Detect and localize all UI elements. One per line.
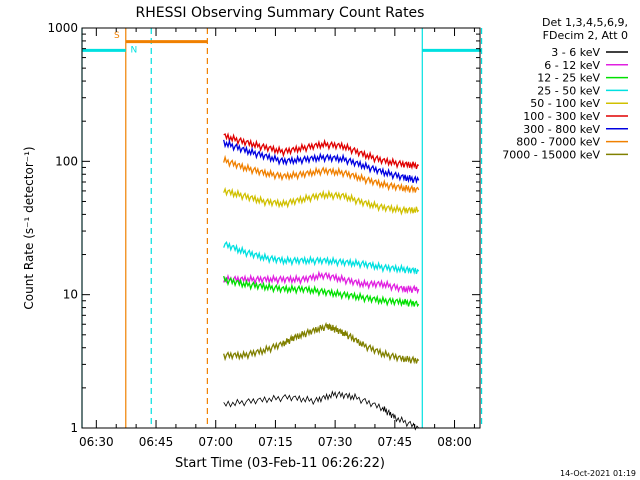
series-line-8 xyxy=(223,154,420,194)
series-line-4 xyxy=(223,240,420,275)
series-line-3 xyxy=(223,275,420,308)
legend-label: 800 - 7000 keV xyxy=(516,136,600,149)
legend-label: 3 - 6 keV xyxy=(551,46,600,59)
x-tick-label: 07:45 xyxy=(378,435,413,449)
y-tick-label: 10 xyxy=(63,288,78,302)
x-tick-label: 07:00 xyxy=(198,435,233,449)
x-tick-label: 07:30 xyxy=(318,435,353,449)
x-tick-label: 07:15 xyxy=(258,435,293,449)
x-tick-label: 08:00 xyxy=(437,435,472,449)
legend-label: 25 - 50 keV xyxy=(537,84,600,97)
y-tick-label: 1000 xyxy=(47,21,78,35)
plot-frame xyxy=(81,27,481,429)
series-line-9 xyxy=(223,321,420,365)
legend-label: 100 - 300 keV xyxy=(523,110,600,123)
legend-label: 12 - 25 keV xyxy=(537,72,600,85)
x-ticks: 06:30 06:45 07:00 07:15 07:30 07:45 08:00 xyxy=(79,28,475,449)
series-line-6 xyxy=(223,132,420,170)
legend-label: 300 - 800 keV xyxy=(523,123,600,136)
flag-label-s: S xyxy=(114,31,120,41)
chart-title: RHESSI Observing Summary Count Rates xyxy=(136,5,425,21)
y-tick-label: 1 xyxy=(70,421,78,435)
y-ticks: 1 10 100 1000 xyxy=(47,21,480,435)
series-line-7 xyxy=(223,138,420,185)
plot-content: SN xyxy=(81,28,483,431)
legend-label: 6 - 12 keV xyxy=(544,59,600,72)
legend-label: 50 - 100 keV xyxy=(530,97,600,110)
x-tick-label: 06:30 xyxy=(79,435,114,449)
y-tick-label: 100 xyxy=(55,154,78,168)
legend-label: 7000 - 15000 keV xyxy=(502,148,600,161)
x-axis-label: Start Time (03-Feb-11 06:26:22) xyxy=(175,456,385,471)
y-axis-label: Count Rate (s⁻¹ detector⁻¹) xyxy=(22,146,36,309)
legend-header-line-1: Det 1,3,4,5,6,9, xyxy=(542,16,628,29)
footer-timestamp: 14-Oct-2021 01:19 xyxy=(560,469,636,478)
x-tick-label: 06:45 xyxy=(139,435,174,449)
series-line-2 xyxy=(223,270,420,295)
series-line-1 xyxy=(223,390,419,431)
legend-header-line-2: FDecim 2, Att 0 xyxy=(543,29,628,42)
series-line-5 xyxy=(223,186,420,216)
flag-label-n: N xyxy=(131,46,138,56)
